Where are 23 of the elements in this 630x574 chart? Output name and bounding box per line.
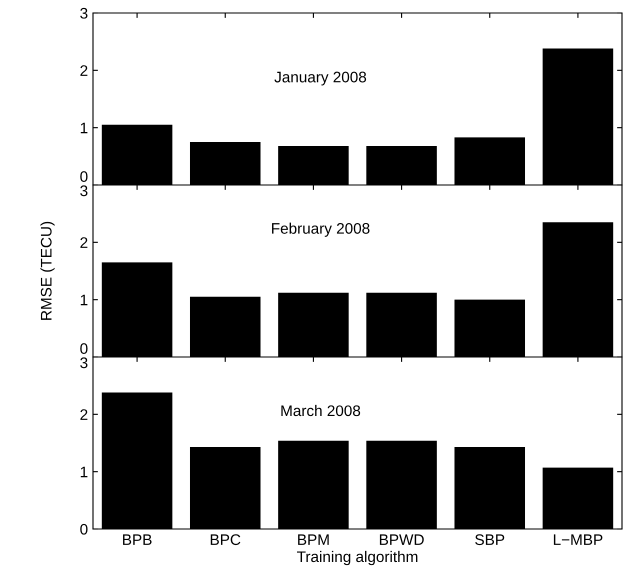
y-axis-title: RMSE (TECU) (40, 222, 55, 320)
y-tick-label: 1 (80, 466, 88, 478)
y-tick-label: 1 (80, 122, 88, 134)
y-tick-label: 3 (80, 8, 88, 19)
x-tick-label: BPB (123, 534, 152, 545)
y-tick-label: 3 (80, 357, 88, 368)
y-tick-label: 0 (80, 171, 88, 182)
y-tick-label: 2 (80, 409, 88, 420)
annotation: February 2008 (272, 222, 370, 237)
y-tick-label: 0 (80, 524, 88, 535)
x-tick-label: SBP (475, 534, 504, 546)
y-tick-label: 1 (80, 294, 88, 306)
x-axis-title: Training algorithm (297, 550, 418, 566)
y-tick-label: 2 (80, 65, 88, 76)
x-tick-label: BPC (210, 534, 240, 546)
x-tick-label: BPM (298, 534, 329, 545)
x-tick-label: L−MBP (554, 534, 602, 545)
y-tick-label: 0 (80, 343, 88, 354)
y-tick-label: 2 (80, 237, 88, 248)
y-tick-label: 3 (80, 185, 88, 196)
annotation: March 2008 (281, 404, 360, 416)
x-tick-label: BPWD (380, 534, 424, 545)
annotation: January 2008 (274, 72, 366, 86)
